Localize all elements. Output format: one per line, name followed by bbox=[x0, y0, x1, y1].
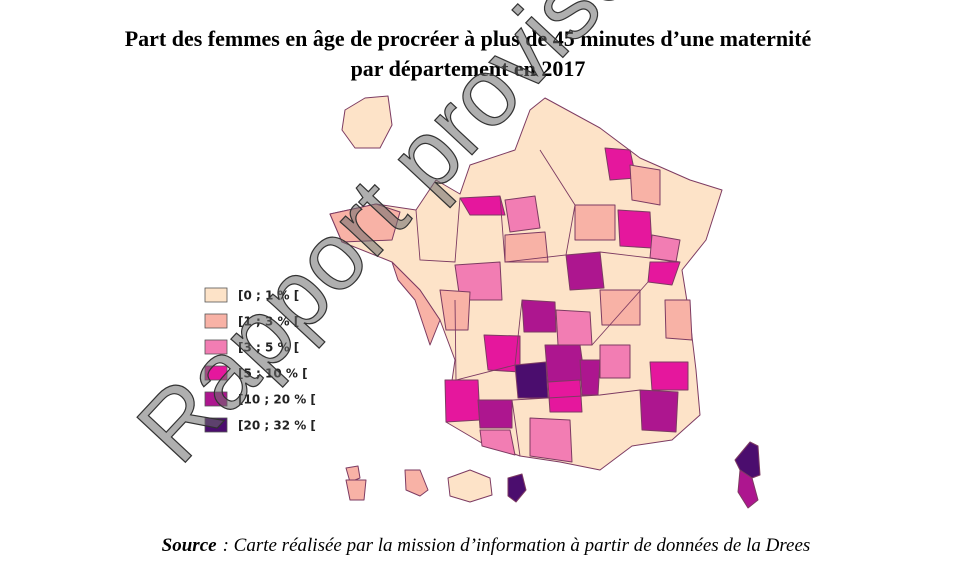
region bbox=[737, 469, 759, 509]
region bbox=[574, 204, 616, 241]
region bbox=[504, 231, 549, 263]
region bbox=[639, 389, 679, 433]
region bbox=[521, 299, 557, 333]
region bbox=[565, 251, 605, 291]
title-line: Part des femmes en âge de procréer à plu… bbox=[125, 26, 812, 51]
legend-swatch bbox=[204, 365, 228, 381]
legend-label: [3 ; 5 % [ bbox=[238, 341, 299, 355]
source: Source : Carte réalisée par la mission d’… bbox=[162, 535, 811, 556]
region bbox=[555, 309, 593, 346]
region bbox=[504, 195, 541, 233]
region bbox=[345, 479, 367, 501]
legend-label: [10 ; 20 % [ bbox=[238, 393, 316, 407]
region bbox=[599, 289, 641, 326]
region bbox=[345, 465, 361, 483]
region bbox=[447, 469, 493, 503]
region bbox=[649, 361, 689, 391]
region bbox=[454, 261, 503, 301]
france-map bbox=[329, 95, 761, 509]
region bbox=[459, 195, 506, 216]
legend-swatch bbox=[204, 417, 228, 433]
region bbox=[404, 469, 429, 497]
region bbox=[341, 95, 393, 149]
region bbox=[599, 344, 631, 379]
region bbox=[507, 473, 527, 503]
legend-swatch bbox=[204, 339, 228, 355]
region bbox=[479, 429, 516, 456]
legend-label: [1 ; 3 % [ bbox=[238, 315, 299, 329]
region bbox=[444, 379, 481, 423]
region bbox=[547, 379, 583, 413]
region bbox=[649, 234, 681, 263]
region bbox=[629, 164, 661, 206]
legend-swatch bbox=[204, 313, 228, 329]
region bbox=[329, 203, 401, 243]
region bbox=[391, 261, 441, 346]
region bbox=[477, 399, 513, 429]
title-line: par département en 2017 bbox=[351, 56, 586, 81]
region bbox=[617, 209, 653, 249]
region bbox=[544, 344, 586, 383]
region bbox=[734, 441, 761, 479]
region bbox=[647, 261, 681, 286]
legend-swatch bbox=[204, 391, 228, 407]
source-label: Source bbox=[162, 535, 217, 556]
legend-label: [20 ; 32 % [ bbox=[238, 419, 316, 433]
legend: [0 ; 1 % [ [1 ; 3 % [ [3 ; 5 % [ [5 ; 10 % … bbox=[204, 287, 316, 433]
legend-swatch bbox=[204, 287, 228, 303]
legend-label: [5 ; 10 % [ bbox=[238, 367, 308, 381]
region bbox=[514, 361, 549, 399]
region bbox=[483, 334, 521, 373]
region bbox=[529, 417, 573, 463]
source-text: : Carte réalisée par la mission d’inform… bbox=[223, 535, 811, 556]
region bbox=[579, 359, 601, 396]
region bbox=[664, 299, 693, 341]
legend-label: [0 ; 1 % [ bbox=[238, 289, 299, 303]
